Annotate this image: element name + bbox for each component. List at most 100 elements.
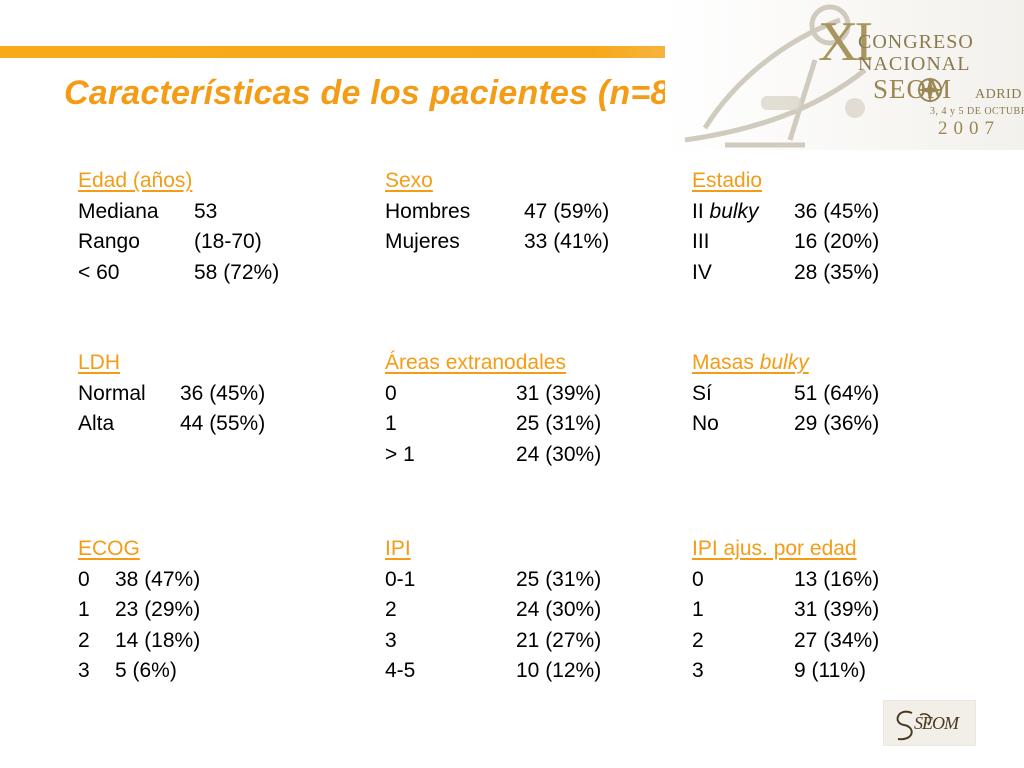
row-label-italic: bulky (709, 199, 759, 223)
seom-swirl-icon (896, 710, 932, 741)
logo-year-text: 2007 (938, 118, 1000, 139)
row-value: 51 (64%) (794, 381, 880, 405)
data-row: 0 31 (39%) (385, 379, 601, 410)
data-row: 3 21 (27%) (385, 626, 601, 657)
data-row: 0-1 25 (31%) (385, 565, 601, 596)
row-label: 0-1 (385, 567, 416, 591)
row-label: Mediana (78, 199, 159, 223)
header-italic: bulky (759, 351, 809, 374)
data-row: Mediana 53 (78, 197, 279, 228)
row-label: Rango (78, 230, 140, 253)
data-row: 1 25 (31%) (385, 409, 601, 440)
data-row: 1 23 (29%) (78, 595, 200, 626)
block-areas-extranodales: Áreas extranodales 0 31 (39%) 1 25 (31%)… (385, 348, 601, 470)
row-value: 23 (29%) (115, 598, 201, 621)
row-value: 27 (34%) (794, 628, 880, 652)
row-label: 3 (78, 659, 90, 682)
data-row: III 16 (20%) (692, 227, 879, 258)
row-label: 0 (385, 381, 397, 405)
row-value: 16 (20%) (794, 230, 880, 253)
slide-title: Características de los pacientes (n=80) (64, 74, 701, 112)
data-row: 0 38 (47%) (78, 565, 200, 596)
row-value: 53 (194, 199, 218, 223)
data-row: 2 24 (30%) (385, 595, 601, 626)
row-label: Alta (78, 412, 115, 435)
data-row: Normal 36 (45%) (78, 379, 265, 410)
row-label: III (692, 230, 710, 253)
data-row: Rango (18-70) (78, 227, 279, 258)
row-label: No (692, 412, 719, 435)
row-label: 1 (78, 598, 90, 621)
row-value: 25 (31%) (516, 567, 602, 591)
row-value: 24 (30%) (516, 598, 602, 621)
block-estadio: Estadio II bulky 36 (45%) III 16 (20%) I… (692, 166, 879, 288)
data-row: 0 13 (16%) (692, 565, 879, 596)
row-value: 5 (6%) (115, 659, 177, 682)
row-label: 2 (692, 628, 704, 652)
row-value: 58 (72%) (194, 260, 280, 284)
data-row: IV 28 (35%) (692, 258, 879, 289)
row-value: 33 (41%) (524, 230, 610, 253)
block-header: ECOG (78, 537, 140, 560)
block-edad: Edad (años) Mediana 53 Rango (18-70) < 6… (78, 166, 279, 288)
block-ipi: IPI 0-1 25 (31%) 2 24 (30%) 3 21 (27%) 4… (385, 534, 601, 687)
row-label: Mujeres (385, 230, 460, 253)
block-header: Edad (años) (78, 169, 193, 192)
block-header: LDH (78, 351, 121, 374)
logo-city-text: ADRID (975, 87, 1022, 102)
congress-logo: XI CONGRESO NACIONAL SEOM ADRID 3, 4 y 5… (665, 0, 1024, 150)
row-value: 13 (16%) (794, 567, 880, 591)
data-row: II bulky 36 (45%) (692, 197, 879, 228)
data-row: Mujeres 33 (41%) (385, 227, 609, 258)
logo-seom-text: SEOM (873, 74, 953, 104)
row-value: 14 (18%) (115, 628, 201, 652)
block-ipi-ajustado-edad: IPI ajus. por edad 0 13 (16%) 1 31 (39%)… (692, 534, 879, 687)
row-value: 47 (59%) (524, 199, 610, 223)
data-row: < 60 58 (72%) (78, 258, 279, 289)
row-label: > 1 (385, 442, 415, 466)
row-label: II bulky (692, 197, 794, 228)
row-value: 36 (45%) (180, 381, 266, 405)
data-row: Alta 44 (55%) (78, 409, 265, 440)
row-label: 3 (692, 659, 704, 682)
row-label: 2 (78, 628, 90, 652)
row-value: 10 (12%) (516, 659, 602, 682)
block-sexo: Sexo Hombres 47 (59%) Mujeres 33 (41%) (385, 166, 609, 258)
row-label-plain: II (692, 199, 704, 223)
row-label: 1 (385, 412, 397, 435)
top-accent-bar (0, 46, 848, 58)
data-row: 2 27 (34%) (692, 626, 879, 657)
seom-logo: SEOM (883, 700, 976, 746)
microscope-illustration (665, 0, 1024, 150)
row-value: 31 (39%) (516, 381, 602, 405)
block-ecog: ECOG 0 38 (47%) 1 23 (29%) 2 14 (18%) 3 … (78, 534, 200, 687)
row-label: 0 (78, 567, 90, 591)
row-label: 2 (385, 598, 397, 621)
seom-logo-text: SEOM (914, 713, 959, 733)
data-row: 4-5 10 (12%) (385, 656, 601, 687)
row-label: < 60 (78, 260, 120, 284)
data-row: 3 9 (11%) (692, 656, 879, 687)
block-header: IPI ajus. por edad (692, 537, 857, 560)
row-value: 38 (47%) (115, 567, 201, 591)
block-masas-bulky: Masas bulky Sí 51 (64%) No 29 (36%) (692, 348, 879, 440)
header-plain: Masas (692, 351, 754, 374)
row-value: 36 (45%) (794, 199, 880, 223)
row-value: 44 (55%) (180, 412, 266, 435)
row-value: 24 (30%) (516, 442, 602, 466)
data-row: > 1 24 (30%) (385, 440, 601, 471)
compass-emblem-icon (917, 77, 943, 103)
row-value: (18-70) (194, 230, 262, 253)
row-value: 29 (36%) (794, 412, 880, 435)
data-row: 1 31 (39%) (692, 595, 879, 626)
data-row: Sí 51 (64%) (692, 379, 879, 410)
row-label: 3 (385, 628, 397, 652)
row-label: 0 (692, 567, 704, 591)
row-value: 21 (27%) (516, 628, 602, 652)
row-value: 25 (31%) (516, 412, 602, 435)
block-header: Áreas extranodales (385, 351, 566, 374)
row-value: 31 (39%) (794, 598, 880, 621)
row-value: 28 (35%) (794, 260, 880, 284)
logo-congreso-text: CONGRESO (858, 31, 974, 53)
